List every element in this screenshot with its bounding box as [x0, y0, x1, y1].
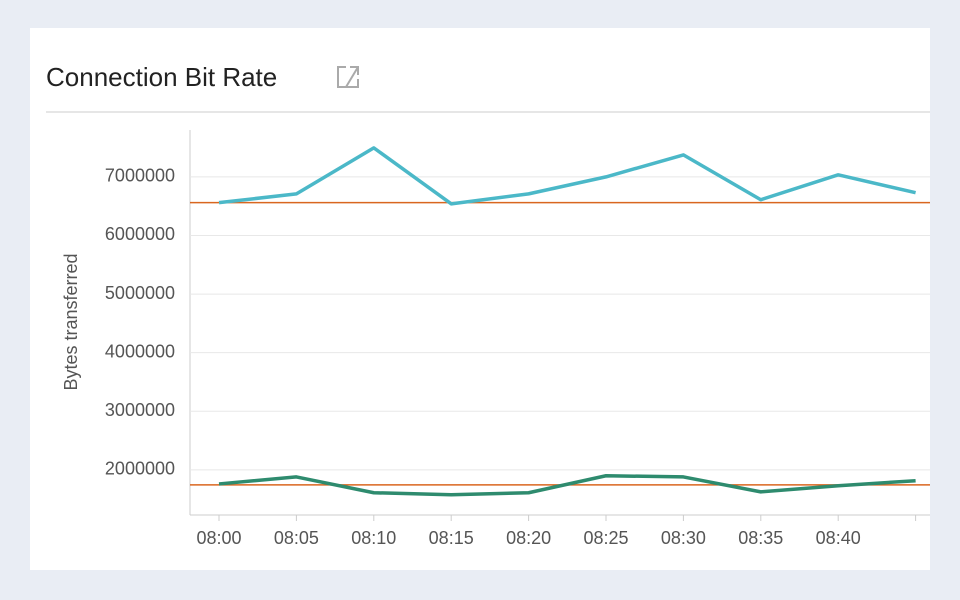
y-tick-label: 4000000 [105, 341, 175, 361]
y-tick-label: 7000000 [105, 166, 175, 186]
x-tick-label: 08:40 [816, 528, 861, 548]
x-tick-label: 08:05 [274, 528, 319, 548]
x-tick-label: 08:35 [738, 528, 783, 548]
series-line [218, 146, 916, 206]
y-tick-label: 2000000 [105, 459, 175, 479]
external-link-icon[interactable] [337, 66, 359, 88]
series-line [218, 473, 916, 497]
x-tick-label: 08:30 [661, 528, 706, 548]
x-tick-label: 08:20 [506, 528, 551, 548]
x-tick-label: 08:10 [351, 528, 396, 548]
y-axis-label: Bytes transferred [61, 253, 81, 390]
x-tick-label: 08:15 [429, 528, 474, 548]
y-tick-label: 6000000 [105, 224, 175, 244]
y-tick-label: 3000000 [105, 400, 175, 420]
icon-arrow [345, 66, 359, 88]
panel [30, 28, 930, 570]
plot [190, 146, 930, 497]
x-tick-label: 08:00 [196, 528, 241, 548]
x-tick-label: 08:25 [583, 528, 628, 548]
icon-box [337, 66, 359, 88]
chart-title: Connection Bit Rate [46, 62, 277, 92]
y-tick-label: 5000000 [105, 283, 175, 303]
